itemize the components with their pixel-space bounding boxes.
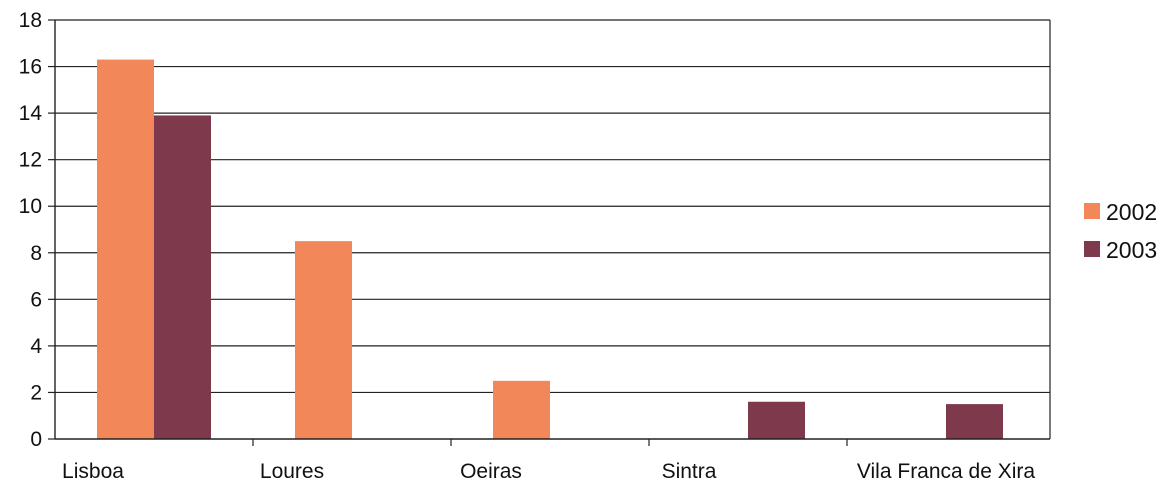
x-tick-label-oeiras: Oeiras <box>460 460 522 483</box>
y-tick-label-18: 18 <box>19 9 42 32</box>
y-tick-label-6: 6 <box>30 288 42 311</box>
x-tick-label-sintra: Sintra <box>662 460 717 483</box>
legend: 2002 2003 <box>1084 199 1157 263</box>
bars <box>97 59 1003 439</box>
y-tick-label-14: 14 <box>19 102 43 125</box>
x-tick-label-loures: Loures <box>260 460 324 483</box>
bar-sintra-2003 <box>748 401 805 439</box>
y-tick-label-4: 4 <box>30 335 42 358</box>
x-axis-tick-labels: Lisboa Loures Oeiras Sintra Vila Franca de X… <box>62 460 1035 483</box>
bar-lisboa-2002 <box>97 59 154 439</box>
bar-lisboa-2003 <box>154 115 211 439</box>
y-tick-label-0: 0 <box>30 428 42 451</box>
bar-vila-franca-de-xira-2003 <box>946 404 1003 439</box>
legend-label-2002: 2002 <box>1106 199 1157 225</box>
y-axis-tick-labels: 0 2 4 6 8 10 12 14 16 18 <box>19 9 43 451</box>
axes <box>48 19 1051 446</box>
legend-label-2003: 2003 <box>1106 237 1157 263</box>
x-tick-label-vila-franca-de-xira: Vila Franca de Xira <box>857 460 1036 483</box>
y-tick-label-12: 12 <box>19 149 42 172</box>
legend-swatch-2002 <box>1084 203 1100 219</box>
y-tick-label-16: 16 <box>19 56 42 79</box>
y-tick-label-8: 8 <box>30 242 42 265</box>
x-tick-label-lisboa: Lisboa <box>62 460 124 483</box>
bar-loures-2002 <box>295 241 352 439</box>
y-tick-label-10: 10 <box>19 195 42 218</box>
y-tick-label-2: 2 <box>30 381 42 404</box>
legend-swatch-2003 <box>1084 241 1100 257</box>
bar-oeiras-2002 <box>493 380 550 439</box>
gridlines <box>55 19 1050 394</box>
